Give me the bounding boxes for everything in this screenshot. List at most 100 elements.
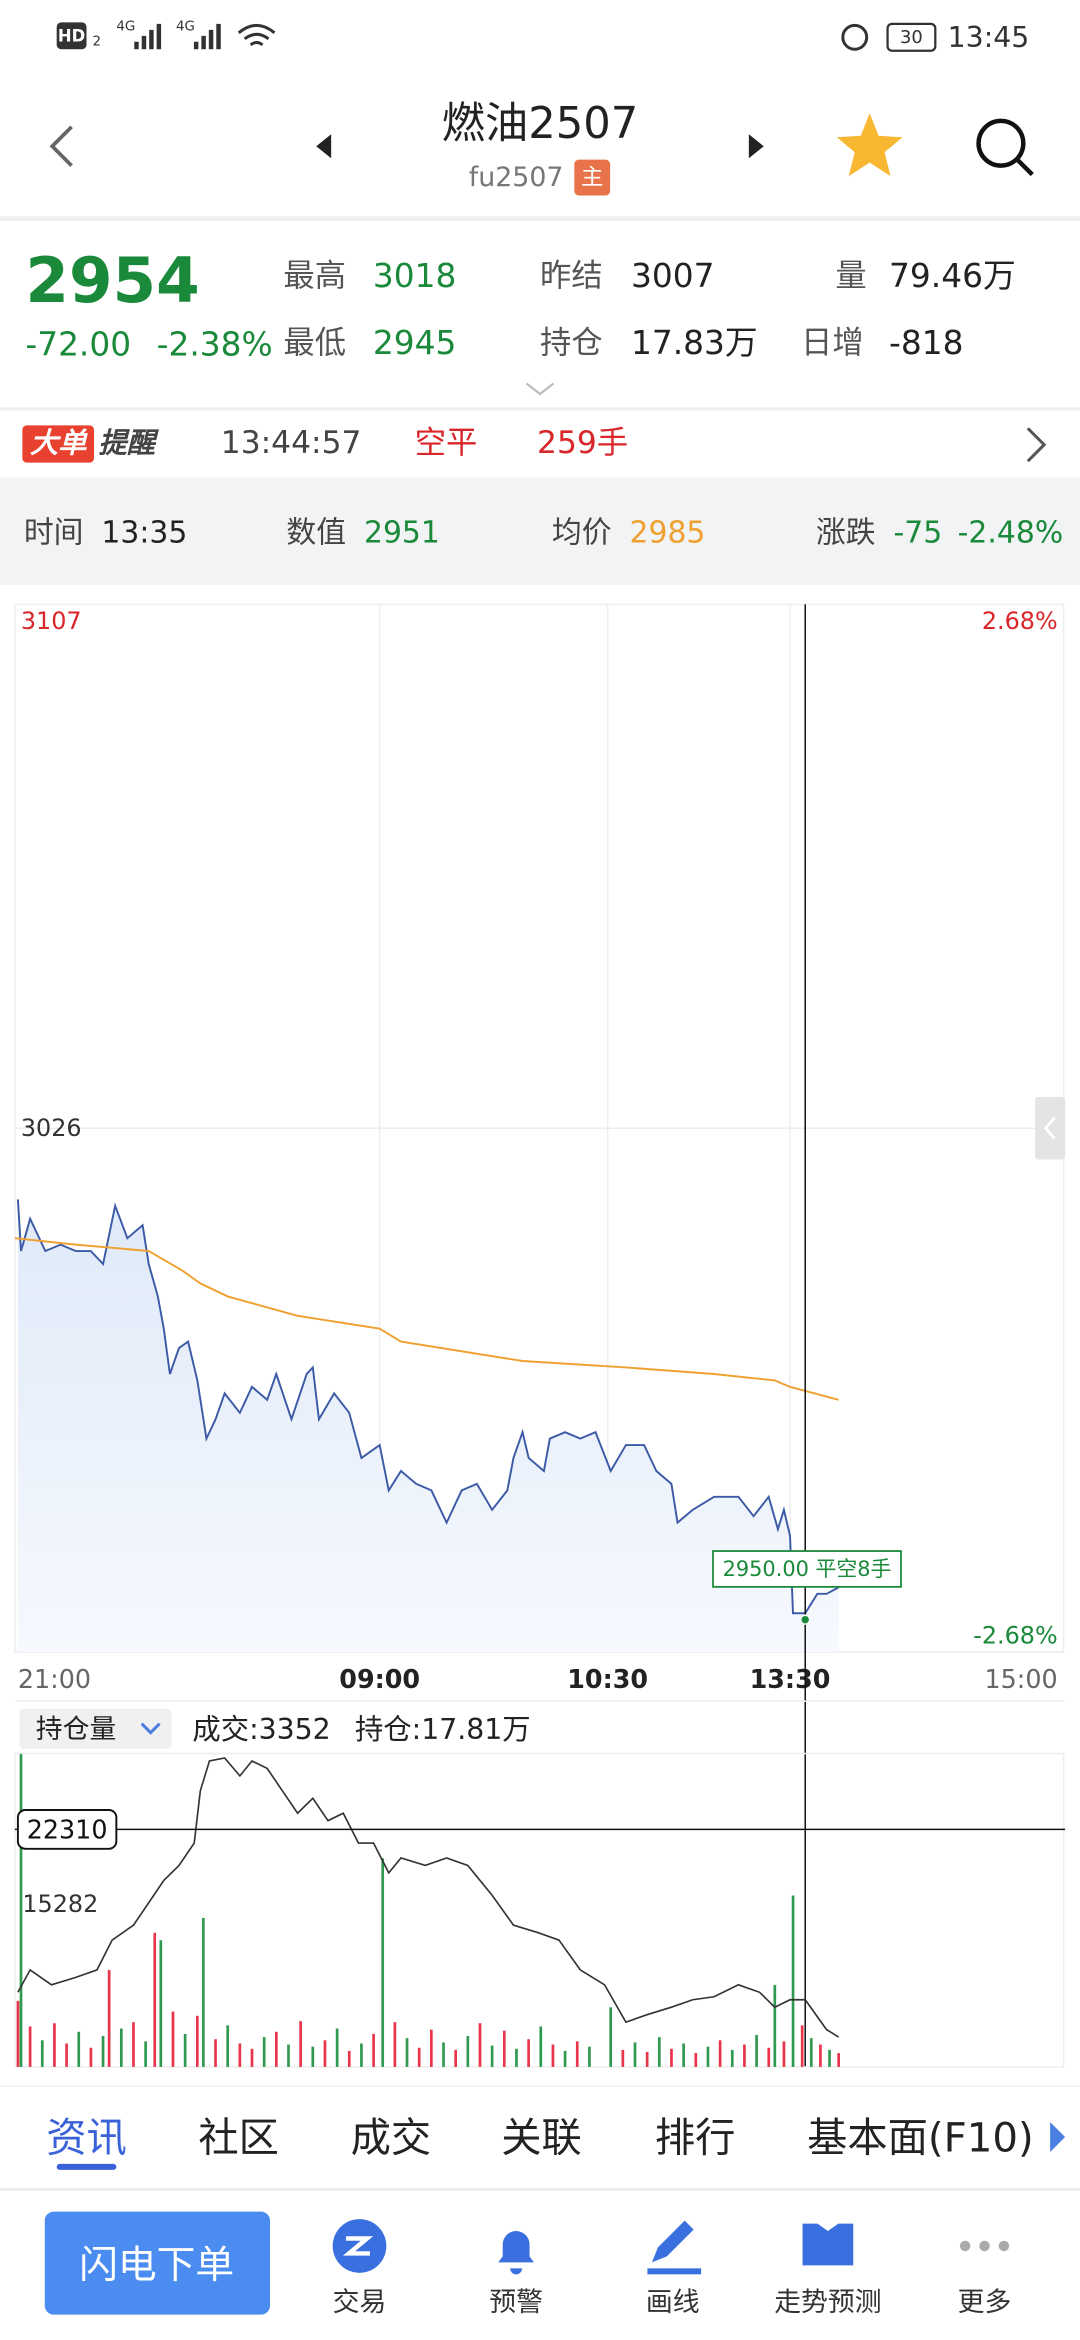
alert-row[interactable]: 大单 提醒 13:44:57 空平 259手 <box>22 425 1047 463</box>
tab[interactable]: 资讯 <box>46 2116 127 2162</box>
quick-order-button[interactable] <box>44 2211 271 2315</box>
volume-bar <box>621 2049 625 2067</box>
x-tick-label: 13:30 <box>750 1664 831 1694</box>
volume-bar <box>819 2044 822 2067</box>
search-button[interactable] <box>976 118 1026 168</box>
tab-indicator <box>56 2163 117 2170</box>
volume-bar <box>65 2043 68 2067</box>
draw-icon-line <box>647 2268 702 2275</box>
info-label: 数值 <box>286 515 346 550</box>
info-value: 13:35 <box>101 515 187 550</box>
volume-bar <box>454 2049 458 2067</box>
volume-bar <box>77 2031 81 2067</box>
tab-more[interactable] <box>1050 2122 1066 2152</box>
battery-icon <box>886 22 937 52</box>
volume-bar <box>132 2022 135 2067</box>
back-button[interactable] <box>49 125 73 167</box>
volume-bar <box>238 2043 242 2067</box>
net-label: 4G <box>176 19 195 34</box>
prev-contract[interactable] <box>316 134 332 159</box>
draw-icon <box>651 2220 694 2263</box>
volume-bar <box>706 2046 710 2067</box>
volume-bar <box>502 2030 506 2067</box>
tab[interactable]: 社区 <box>198 2116 279 2162</box>
nav-labels: 交易 预警 画线 走势预测 更多 <box>333 2287 1012 2318</box>
side-tab[interactable] <box>1035 1096 1066 1160</box>
volume-bar <box>393 2022 397 2067</box>
net-label: 4G <box>116 19 135 34</box>
divider <box>0 407 1080 411</box>
volume-bar <box>800 2025 804 2067</box>
volume-bar <box>490 2045 494 2067</box>
tab[interactable]: 基本面(F10) <box>807 2116 1034 2162</box>
volume-bar <box>144 2041 147 2067</box>
y-tick-label: 3026 <box>21 1114 82 1142</box>
price-change: -72.00 <box>25 326 131 364</box>
indicator-selector[interactable] <box>19 1708 172 1750</box>
volume-bar <box>40 2040 44 2067</box>
field-value: 2945 <box>373 324 456 362</box>
bottom-nav: 闪电下单 <box>44 2211 1010 2315</box>
volume-bar <box>527 2039 530 2067</box>
alert-chevron <box>1026 427 1047 463</box>
nav-item[interactable]: 更多 <box>958 2287 1012 2318</box>
volume-bar <box>299 2021 302 2067</box>
volume-bar <box>202 1917 205 2067</box>
favorite-star[interactable] <box>836 113 903 177</box>
wifi-icon <box>237 23 276 47</box>
oi-text: 持仓:17.81万 <box>355 1713 531 1746</box>
volume-bar <box>791 1895 795 2067</box>
info-bar <box>0 477 1080 585</box>
last-price: 2954 <box>25 244 199 317</box>
volume-bar <box>19 1753 23 2067</box>
crosshair-label: 22310 <box>27 1814 108 1844</box>
annotation-box <box>712 1550 902 1588</box>
alert-brand: 大单 <box>30 427 88 460</box>
volume-bar <box>195 2015 199 2067</box>
volume-bar <box>119 2028 123 2067</box>
volume-bar <box>755 2034 758 2067</box>
side-tab-arrow <box>1043 1116 1056 1140</box>
nav-item[interactable]: 走势预测 <box>774 2287 881 2318</box>
volume-bar <box>730 2049 734 2067</box>
volume-bar <box>743 2044 746 2067</box>
volume-bar <box>89 2047 93 2067</box>
forecast-icon <box>802 2223 854 2266</box>
alert-brand-box <box>22 425 94 463</box>
volume-bar <box>828 2049 831 2067</box>
quote-panel: 2954 -72.00 -2.38% 最高 3018 最低 2945 昨结 30… <box>25 244 1016 396</box>
expand-chevron[interactable] <box>525 382 555 396</box>
volume-bar <box>563 2050 567 2067</box>
next-contract[interactable] <box>748 134 764 159</box>
x-tick-label: 09:00 <box>339 1664 420 1694</box>
contract-title: 燃油2507 <box>442 99 639 149</box>
nav-item[interactable]: 画线 <box>646 2287 700 2318</box>
volume-bar <box>694 2053 698 2067</box>
volume-bar <box>53 2023 56 2067</box>
header: 燃油2507 fu2507 主 <box>49 99 1034 196</box>
info-value: -75 <box>894 515 943 550</box>
tab[interactable]: 关联 <box>501 2116 582 2162</box>
volume-bar <box>767 2047 771 2067</box>
volume-bar <box>226 2025 230 2067</box>
average-line <box>14 1237 839 1401</box>
nav-item[interactable]: 预警 <box>489 2287 543 2318</box>
volume-bar <box>335 2028 339 2067</box>
volume-bar <box>311 2046 315 2067</box>
nav-item[interactable]: 交易 <box>333 2287 387 2318</box>
annotation-text: 2950.00 平空8手 <box>723 1557 892 1581</box>
info-label: 涨跌 <box>816 515 876 550</box>
x-tick-label: 15:00 <box>985 1664 1058 1694</box>
tab[interactable]: 成交 <box>351 2116 432 2162</box>
volume-bar <box>372 2033 375 2067</box>
tab[interactable]: 排行 <box>655 2116 736 2162</box>
y2-tick-label: 2.68% <box>982 607 1058 635</box>
alert-size: 259手 <box>537 425 628 461</box>
volume-bar <box>107 1970 111 2067</box>
volume-bar <box>575 2041 579 2067</box>
hd-sub: 2 <box>92 34 101 49</box>
contract-code: fu2507 <box>469 162 564 193</box>
signal-icon <box>134 23 162 50</box>
volume-bar <box>16 2000 20 2067</box>
